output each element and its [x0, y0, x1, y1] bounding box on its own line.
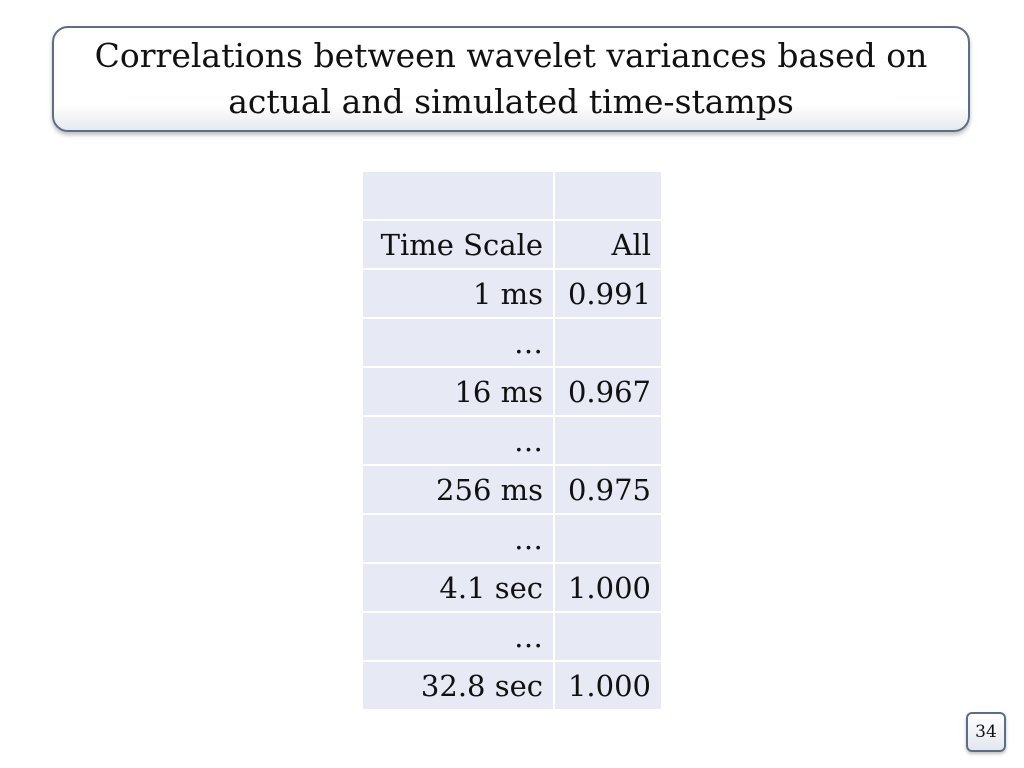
table-row: … — [363, 417, 661, 464]
slide-title: Correlations between wavelet variances b… — [94, 36, 928, 121]
all-header: All — [555, 221, 661, 268]
table-row: … — [363, 319, 661, 366]
table-row: 4.1 sec 1.000 — [363, 564, 661, 611]
correlation-cell: 0.975 — [555, 466, 661, 513]
correlation-cell: 1.000 — [555, 564, 661, 611]
time-scale-cell: 4.1 sec — [363, 564, 553, 611]
table-row: 1 ms 0.991 — [363, 270, 661, 317]
correlation-cell — [555, 319, 661, 366]
time-scale-cell — [363, 172, 553, 219]
correlation-cell: 1.000 — [555, 662, 661, 709]
table-row: 32.8 sec 1.000 — [363, 662, 661, 709]
time-scale-cell: … — [363, 417, 553, 464]
time-scale-cell: … — [363, 613, 553, 660]
table-row: 256 ms 0.975 — [363, 466, 661, 513]
correlation-cell — [555, 613, 661, 660]
correlation-cell: 0.991 — [555, 270, 661, 317]
time-scale-header: Time Scale — [363, 221, 553, 268]
time-scale-cell: 1 ms — [363, 270, 553, 317]
table-row: … — [363, 613, 661, 660]
slide-title-box: Correlations between wavelet variances b… — [52, 26, 970, 132]
correlation-cell — [555, 172, 661, 219]
table-row — [363, 172, 661, 219]
time-scale-cell: 16 ms — [363, 368, 553, 415]
time-scale-cell: … — [363, 515, 553, 562]
correlation-table: Time Scale All 1 ms 0.991 … 16 ms 0.967 … — [361, 170, 663, 711]
time-scale-cell: 256 ms — [363, 466, 553, 513]
slide-number: 34 — [975, 722, 997, 742]
correlation-cell — [555, 515, 661, 562]
table-header-row: Time Scale All — [363, 221, 661, 268]
table-row: … — [363, 515, 661, 562]
table-row: 16 ms 0.967 — [363, 368, 661, 415]
time-scale-cell: 32.8 sec — [363, 662, 553, 709]
slide-number-badge: 34 — [966, 712, 1006, 752]
correlation-cell — [555, 417, 661, 464]
time-scale-cell: … — [363, 319, 553, 366]
correlation-cell: 0.967 — [555, 368, 661, 415]
